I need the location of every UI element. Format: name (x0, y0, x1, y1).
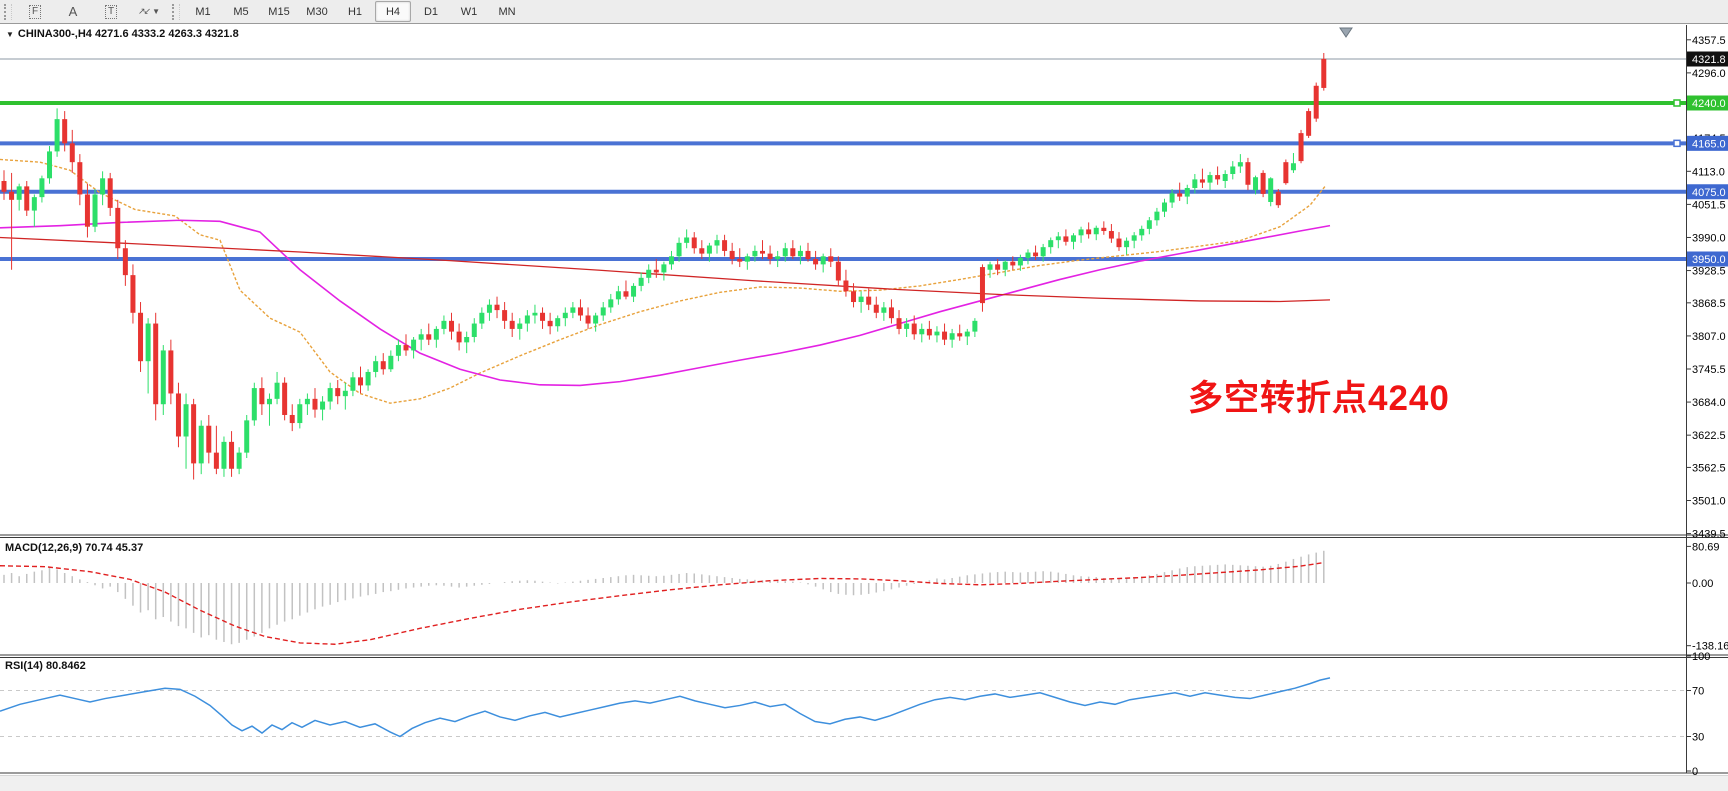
macd-signal-line (0, 561, 1325, 645)
price-badge-text: 3950.0 (1692, 254, 1726, 266)
chart-area[interactable]: 4357.54296.04234.54174.54113.04051.53990… (0, 24, 1728, 791)
price-tick-label: 4113.0 (1692, 166, 1725, 178)
price-badge-3950.0 (1687, 251, 1728, 267)
timeframe-m5-button[interactable]: M5 (233, 5, 249, 18)
chart-title: ▼ CHINA300-,H4 4271.6 4333.2 4263.3 4321.… (6, 28, 239, 40)
dotted-box-f-icon: F (28, 4, 42, 19)
ma-orange-line (0, 158, 1326, 404)
price-tick-label: 3684.0 (1692, 397, 1726, 409)
price-badge-4075.0 (1687, 184, 1728, 200)
timeframe-h4-button[interactable]: H4 (375, 1, 411, 22)
letter-a-icon: A (68, 4, 78, 19)
rsi-tick-label: 100 (1692, 651, 1710, 663)
text-label-button[interactable]: T (93, 1, 129, 22)
ma-red-line (0, 236, 1331, 303)
macd-histogram (3, 550, 1325, 645)
text-a-button[interactable]: A (55, 1, 91, 22)
chevron-down-icon: ▼ (152, 7, 160, 16)
price-tick-label: 3928.5 (1692, 266, 1726, 278)
price-badge-4321.8 (1687, 51, 1728, 67)
price-tick-label: 3807.0 (1692, 331, 1726, 343)
macd-tick-label: -138.16 (1692, 641, 1728, 653)
rsi-tick-label: 0 (1692, 766, 1698, 778)
timeframe-w1-button[interactable]: W1 (460, 5, 478, 18)
price-tick-label: 4296.0 (1692, 68, 1726, 80)
price-tick-label: 3745.5 (1692, 364, 1726, 376)
hline-handle-4165[interactable] (1673, 139, 1681, 148)
price-tick-label: 3439.5 (1692, 529, 1726, 541)
price-tick-label: 3990.0 (1692, 232, 1726, 244)
timeframe-m1-button[interactable]: M1 (195, 5, 211, 18)
timeframe-m30-button[interactable]: M30 (306, 5, 328, 18)
collapse-triangle-icon[interactable]: ▼ (6, 30, 14, 39)
price-badge-text: 4075.0 (1692, 187, 1726, 199)
chart-shift-marker-icon[interactable] (1339, 27, 1353, 38)
price-badge-4240.0 (1687, 95, 1728, 111)
price-badge-text: 4240.0 (1692, 98, 1726, 110)
price-tick-label: 4357.5 (1692, 35, 1726, 47)
rsi-indicator-label: RSI(14) 80.8462 (5, 660, 86, 672)
timeframe-m15-button[interactable]: M15 (268, 5, 290, 18)
ma-magenta-line (0, 219, 1331, 387)
price-tick-label: 3501.0 (1692, 496, 1726, 508)
timeframe-mn-button[interactable]: MN (498, 5, 516, 18)
price-tick-label: 3622.5 (1692, 430, 1726, 442)
price-tick-label: 4051.5 (1692, 199, 1726, 211)
chart-canvas[interactable]: 4357.54296.04234.54174.54113.04051.53990… (0, 24, 1728, 791)
rsi-line (0, 677, 1331, 738)
rsi-tick-label: 30 (1692, 732, 1704, 744)
dotted-box-t-icon: T (104, 4, 118, 19)
price-tick-label: 3562.5 (1692, 462, 1726, 474)
macd-tick-label: 80.69 (1692, 541, 1720, 553)
candlestick-series (1, 52, 1327, 480)
toolbar-grip-2[interactable] (172, 3, 180, 20)
diagonal-arrows-icon: ↗↙ (137, 6, 151, 16)
hline-handle-4240[interactable] (1673, 99, 1681, 107)
arrows-tool-button[interactable]: ↗↙ ▼ (131, 1, 167, 22)
price-badge-text: 4321.8 (1692, 54, 1726, 66)
macd-tick-label: 0.00 (1692, 578, 1713, 590)
timeframe-d1-button[interactable]: D1 (423, 5, 439, 18)
timeframe-h1-button[interactable]: H1 (347, 5, 363, 18)
price-badge-4165.0 (1687, 135, 1728, 151)
toolbar-grip[interactable] (4, 3, 12, 20)
indicator-f-button[interactable]: F (17, 1, 53, 22)
price-badge-text: 4165.0 (1692, 138, 1726, 150)
rsi-tick-label: 70 (1692, 686, 1704, 698)
price-tick-label: 3868.5 (1692, 298, 1726, 310)
toolbar: F A T ↗↙ ▼ M1 M5 M15 M30 H1 H4 D1 W1 MN (0, 0, 1728, 24)
macd-indicator-label: MACD(12,26,9) 70.74 45.37 (5, 542, 144, 554)
trend-annotation[interactable]: 多空转折点4240 (1188, 379, 1450, 418)
status-strip (0, 775, 1728, 791)
